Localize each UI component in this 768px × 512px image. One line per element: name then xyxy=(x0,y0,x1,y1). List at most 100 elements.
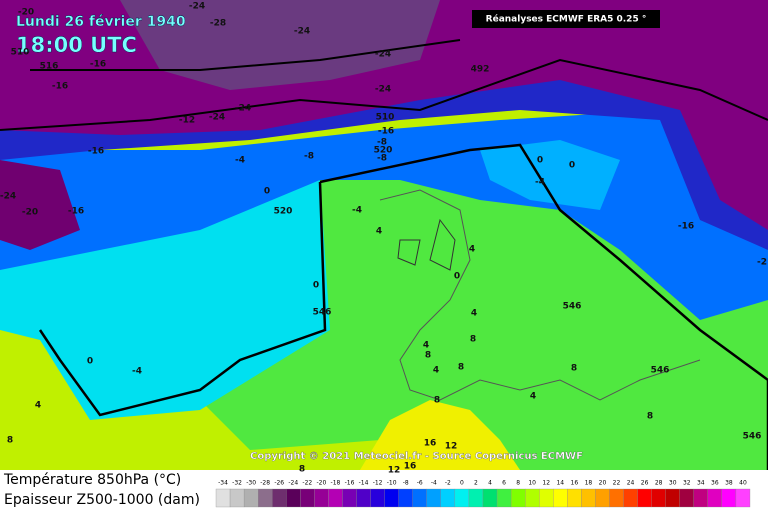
scale-label: 38 xyxy=(725,480,733,487)
scale-cell xyxy=(595,488,610,508)
map-label: 4 xyxy=(35,401,41,411)
scale-cell xyxy=(679,488,694,508)
scale-cell xyxy=(229,488,245,508)
scale-label: 32 xyxy=(683,480,691,487)
scale-label: -14 xyxy=(359,480,369,487)
map-label: 4 xyxy=(423,341,429,351)
scale-label: 24 xyxy=(627,480,635,487)
scale-label: -12 xyxy=(373,480,383,487)
scale-cell xyxy=(454,488,470,508)
thickness-title: Epaisseur Z500-1000 (dam) xyxy=(4,492,200,508)
canada-cold xyxy=(0,160,80,250)
scale-cell xyxy=(525,488,540,508)
scale-label: -32 xyxy=(232,480,242,487)
scale-cell xyxy=(581,488,596,508)
map-label: -8 xyxy=(377,138,387,148)
scale-label: 18 xyxy=(585,480,593,487)
map-label: 8 xyxy=(425,351,431,361)
map-label: -24 xyxy=(0,192,16,202)
map-label: 0 xyxy=(537,156,543,166)
map-label: -4 xyxy=(352,206,362,216)
map-label: -2 xyxy=(757,258,767,268)
map-label: 16 xyxy=(404,462,417,472)
scale-cell xyxy=(440,488,456,508)
map-label: -24 xyxy=(375,50,391,60)
scale-cell xyxy=(482,488,498,508)
scale-label: 4 xyxy=(488,480,492,487)
map-label: -16 xyxy=(52,82,68,92)
map-label: 0 xyxy=(87,357,93,367)
scale-cell xyxy=(468,488,484,508)
scale-label: -10 xyxy=(387,480,397,487)
scale-label: 6 xyxy=(502,480,506,487)
map-label: -24 xyxy=(235,104,251,114)
map-label: -20 xyxy=(18,8,34,18)
map-label: -12 xyxy=(179,116,195,126)
map-label: 8 xyxy=(458,363,464,373)
scale-cell xyxy=(539,488,554,508)
map-label: 546 xyxy=(563,302,582,312)
scale-label: 16 xyxy=(571,480,579,487)
map-label: -24 xyxy=(375,85,391,95)
scale-label: -30 xyxy=(246,480,256,487)
scale-cell xyxy=(707,488,723,508)
scale-cell xyxy=(637,488,652,508)
map-label: -8 xyxy=(304,152,314,162)
map-label: 8 xyxy=(299,465,305,475)
scale-label: -26 xyxy=(274,480,284,487)
scale-cell xyxy=(735,488,751,508)
scale-cell xyxy=(342,488,357,508)
scale-cell xyxy=(314,488,329,508)
greenland-cold xyxy=(120,0,440,90)
map-label: 8 xyxy=(7,436,13,446)
scale-cell xyxy=(370,488,385,508)
date: Lundi 26 février 1940 xyxy=(16,14,186,30)
scale-label: -24 xyxy=(288,480,298,487)
scale-label: 14 xyxy=(556,480,564,487)
map-label: 546 xyxy=(313,308,332,318)
contour-line xyxy=(0,39,768,131)
scale-label: -6 xyxy=(417,480,423,487)
scale-label: 26 xyxy=(641,480,649,487)
map-label: 546 xyxy=(651,366,670,376)
map-label: 0 xyxy=(264,187,270,197)
map-label: 492 xyxy=(471,65,490,75)
coastline xyxy=(397,218,456,271)
scale-label: -20 xyxy=(316,480,326,487)
scale-cell xyxy=(286,488,301,508)
temperature-title: Température 850hPa (°C) xyxy=(3,472,181,488)
map-label: -16 xyxy=(378,127,394,137)
scandinavia-cold xyxy=(480,140,620,210)
map-label: -16 xyxy=(88,147,104,157)
map-label: -20 xyxy=(22,208,38,218)
scale-label: 40 xyxy=(739,480,747,487)
scale-label: -28 xyxy=(260,480,270,487)
map-label: -8 xyxy=(377,154,387,164)
map-label: -4 xyxy=(132,367,142,377)
coastline xyxy=(379,189,701,401)
map-label: 4 xyxy=(433,366,439,376)
scale-label: -16 xyxy=(345,480,355,487)
scale-cell xyxy=(609,488,624,508)
scale-label: 22 xyxy=(613,480,621,487)
map-label: 516 xyxy=(40,62,59,72)
map-label: 8 xyxy=(571,364,577,374)
scale-cell xyxy=(426,488,441,508)
map-label: 8 xyxy=(434,396,440,406)
map: Réanalyses ECMWF ERA5 0.25 ° Lundi 26 fé… xyxy=(0,0,768,470)
scale-label: -34 xyxy=(218,480,228,487)
scale-cell xyxy=(496,488,512,508)
map-label: 12 xyxy=(388,466,401,476)
scale-label: 8 xyxy=(516,480,520,487)
map-label: -24 xyxy=(209,113,225,123)
scale-label: 10 xyxy=(528,480,536,487)
scale-label: 36 xyxy=(711,480,719,487)
scale-cell xyxy=(623,488,638,508)
scale-label: 12 xyxy=(542,480,550,487)
scale-label: 20 xyxy=(599,480,607,487)
scale-label: -2 xyxy=(445,480,451,487)
scale-label: -18 xyxy=(331,480,341,487)
scale-cell xyxy=(356,488,371,508)
map-label: 546 xyxy=(743,432,762,442)
scale-cell xyxy=(567,488,582,508)
